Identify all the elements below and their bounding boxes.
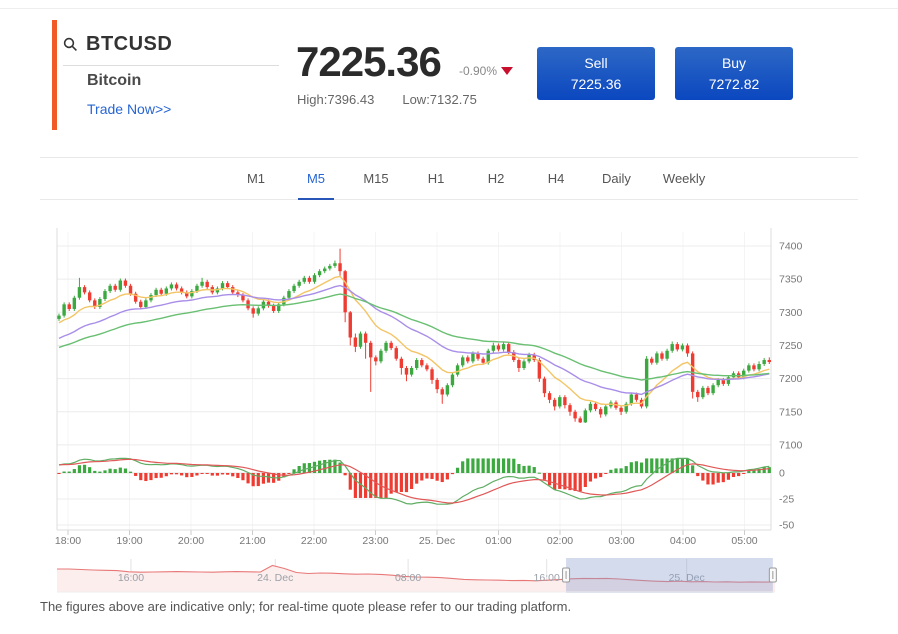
buy-label: Buy [721, 54, 747, 71]
price-axis-label: 7300 [779, 307, 803, 319]
last-price: 7225.36 [296, 38, 442, 85]
price-axis-label: 7350 [779, 274, 803, 286]
time-axis-label: 22:00 [301, 535, 327, 547]
high-low-row: High:7396.43 Low:7132.75 [297, 92, 505, 107]
tab-m5[interactable]: M5 [298, 158, 334, 200]
ma-fast-line [58, 275, 770, 407]
time-axis-label: 21:00 [239, 535, 265, 547]
change-percent: -0.90% [459, 64, 498, 78]
navigator-label: 08:00 [395, 572, 421, 584]
search-icon[interactable] [63, 37, 78, 52]
time-axis-label: 25. Dec [419, 535, 455, 547]
sell-label: Sell [584, 54, 608, 71]
buy-button[interactable]: Buy 7272.82 [675, 47, 793, 100]
symbol-label: BTCUSD [86, 33, 173, 55]
sell-price: 7225.36 [570, 75, 622, 92]
navigator-label: 16:00 [118, 572, 144, 584]
tab-daily[interactable]: Daily [602, 171, 631, 186]
tab-weekly[interactable]: Weekly [662, 171, 706, 186]
ma-slow-line [58, 293, 770, 381]
low-value: Low:7132.75 [402, 92, 477, 107]
buy-price: 7272.82 [708, 75, 760, 92]
navigator-label: 16:00 [534, 572, 560, 584]
disclaimer-text: The figures above are indicative only; f… [40, 599, 572, 614]
indicator-axis-label: -50 [779, 520, 794, 532]
moving-averages [58, 275, 770, 407]
time-axis-label: 18:00 [55, 535, 81, 547]
price-axis-label: 7250 [779, 340, 803, 352]
navigator-selection[interactable] [566, 558, 773, 593]
tab-h4[interactable]: H4 [547, 171, 565, 186]
price-axis-label: 7400 [779, 241, 803, 253]
navigator-line [57, 564, 776, 583]
price-axis-label: 7150 [779, 406, 803, 418]
macd-line [58, 457, 770, 505]
indicator-axis-label: -25 [779, 494, 794, 506]
price-chart: 18:00 19:00 20:00 21:00 22:00 23:00 25. Dec 01:… [55, 228, 803, 593]
tab-m1[interactable]: M1 [246, 171, 266, 186]
time-axis-label: 04:00 [670, 535, 696, 547]
macd-signal-line [58, 458, 770, 504]
price-axis-label: 7100 [779, 439, 803, 451]
symbol-search[interactable]: BTCUSD [63, 33, 279, 66]
time-axis-label: 19:00 [116, 535, 142, 547]
price-axis-label: 7200 [779, 373, 803, 385]
macd-histogram [57, 458, 771, 498]
navigator-label: 25. Dec [669, 572, 705, 584]
tab-h1[interactable]: H1 [427, 171, 445, 186]
tab-m15[interactable]: M15 [363, 171, 389, 186]
navigator: 16:00 24. Dec 08:00 16:00 25. Dec [57, 558, 777, 593]
time-axis-label: 02:00 [547, 535, 573, 547]
tab-h2[interactable]: H2 [487, 171, 505, 186]
price-change: -0.90% [459, 64, 514, 78]
time-axis-label: 20:00 [178, 535, 204, 547]
time-axis-label: 05:00 [731, 535, 757, 547]
accent-bar [52, 20, 57, 130]
timeframe-tabs: M1 M5 M15 H1 H2 H4 Daily Weekly [40, 157, 858, 200]
sell-button[interactable]: Sell 7225.36 [537, 47, 655, 100]
axis-labels: 18:00 19:00 20:00 21:00 22:00 23:00 25. Dec 01:… [55, 241, 803, 548]
top-divider [0, 8, 898, 9]
indicator-axis-label: 0 [779, 468, 785, 480]
candles [57, 248, 771, 424]
time-axis-label: 03:00 [608, 535, 634, 547]
arrow-down-icon [501, 67, 514, 75]
trade-now-link[interactable]: Trade Now>> [87, 101, 172, 117]
chart-gridlines [56, 228, 772, 535]
instrument-name: Bitcoin [87, 72, 142, 89]
high-value: High:7396.43 [297, 92, 375, 107]
time-axis-label: 23:00 [362, 535, 388, 547]
navigator-label: 24. Dec [257, 572, 293, 584]
time-axis-label: 01:00 [485, 535, 511, 547]
ma-medium-line [58, 284, 770, 396]
macd-lines [58, 457, 770, 505]
